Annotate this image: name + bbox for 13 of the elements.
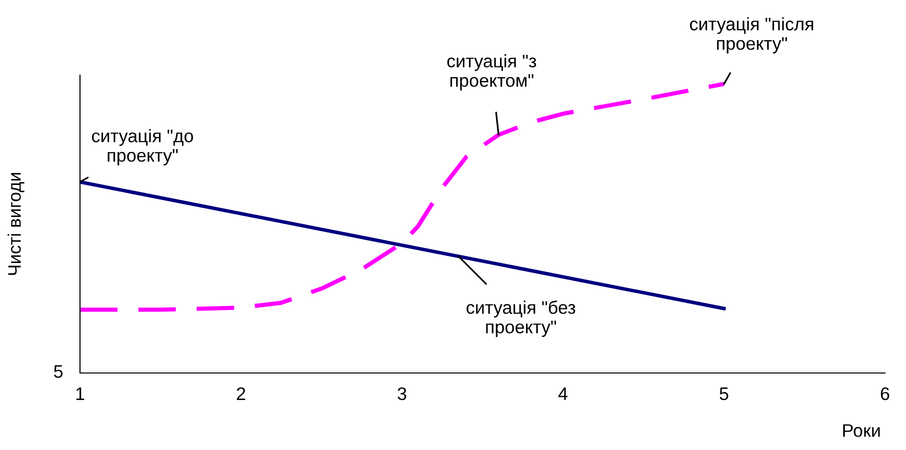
annotation: ситуація "без проекту" [466,300,576,337]
x-tick-label: 1 [76,388,84,400]
annotation: ситуація "після проекту" [690,17,814,54]
y-axis-title: Чисті вигоди [8,172,24,275]
x-tick-label: 2 [236,387,246,400]
x-tick-label: 6 [880,387,890,400]
x-tick-label: 5 [720,388,728,400]
x-axis-title: Роки [843,424,880,437]
text: 5 [54,365,63,378]
x-tick-label: 3 [398,387,406,400]
x-tick-label: 4 [558,388,568,400]
annotation: ситуація "з проектом" [447,54,536,90]
annotation: ситуація "до проекту" [92,129,194,166]
